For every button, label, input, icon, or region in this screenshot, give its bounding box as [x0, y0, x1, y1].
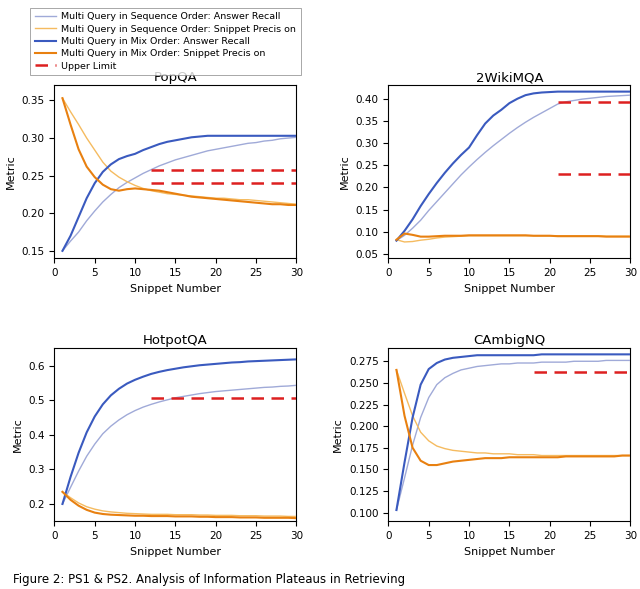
Y-axis label: Metric: Metric [333, 418, 343, 452]
X-axis label: Snippet Number: Snippet Number [464, 284, 555, 294]
X-axis label: Snippet Number: Snippet Number [464, 547, 555, 557]
Y-axis label: Metric: Metric [6, 154, 16, 189]
X-axis label: Snippet Number: Snippet Number [130, 547, 221, 557]
Title: PopQA: PopQA [154, 71, 197, 84]
Title: HotpotQA: HotpotQA [143, 334, 208, 347]
Legend: Multi Query in Sequence Order: Answer Recall, Multi Query in Sequence Order: Sni: Multi Query in Sequence Order: Answer Re… [30, 8, 301, 75]
X-axis label: Snippet Number: Snippet Number [130, 284, 221, 294]
Title: 2WikiMQA: 2WikiMQA [476, 71, 543, 84]
Y-axis label: Metric: Metric [340, 154, 350, 189]
Text: Figure 2: PS1 & PS2. Analysis of Information Plateaus in Retrieving: Figure 2: PS1 & PS2. Analysis of Informa… [13, 573, 405, 586]
Title: CAmbigNQ: CAmbigNQ [473, 334, 545, 347]
Y-axis label: Metric: Metric [13, 418, 22, 452]
